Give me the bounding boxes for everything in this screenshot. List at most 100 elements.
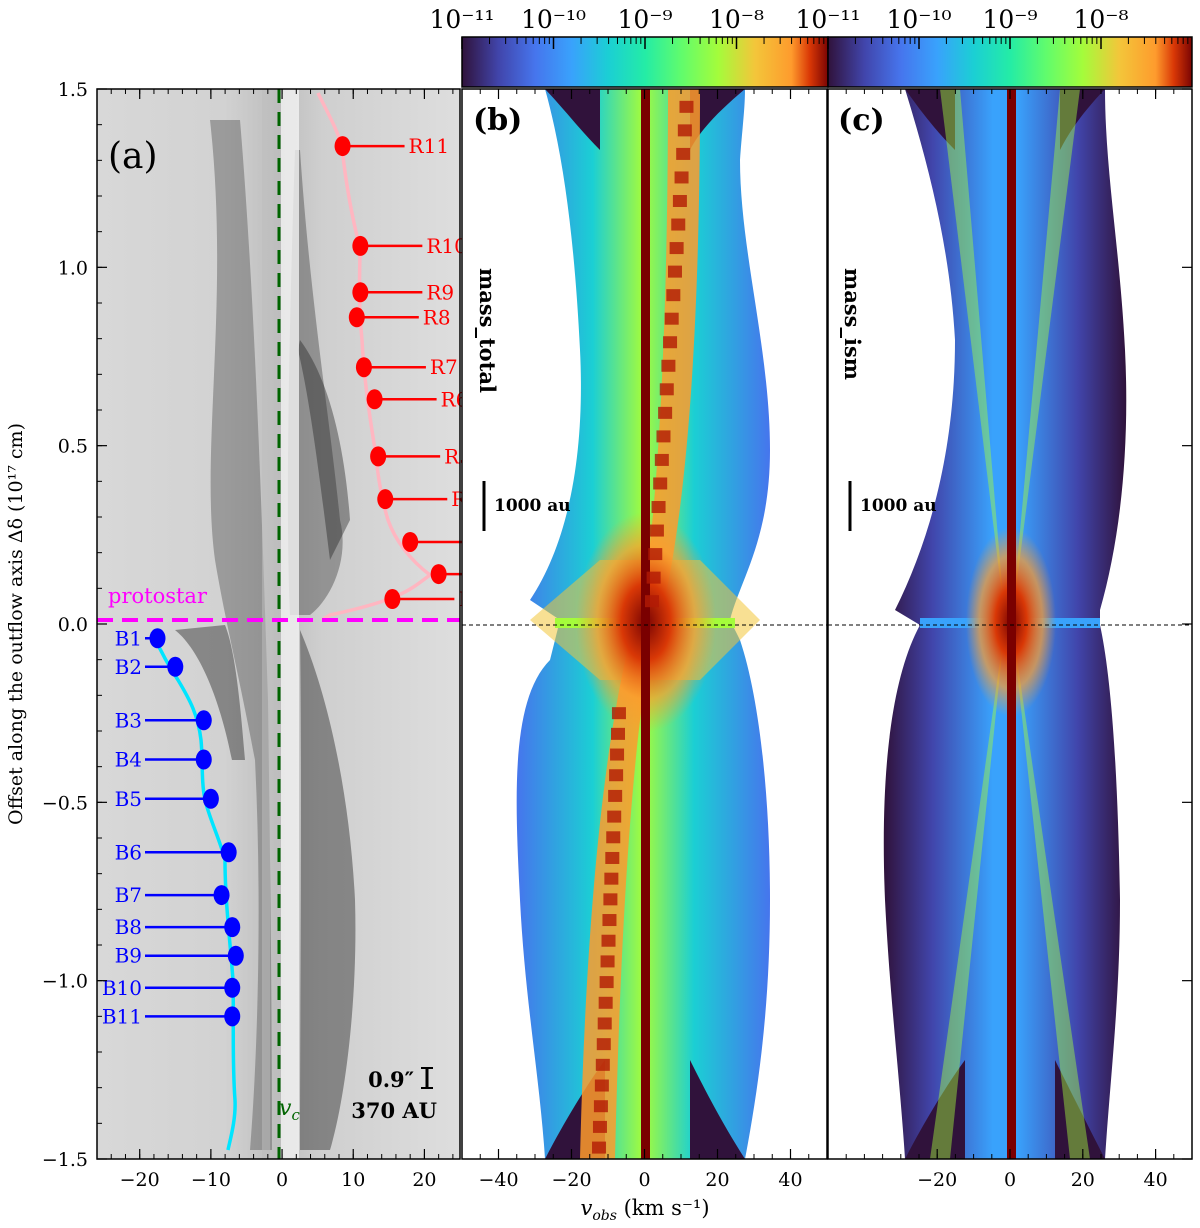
x-tick-label: −40: [478, 1169, 518, 1191]
panel-b-label: (b): [473, 103, 522, 138]
jet-knot-blob: [679, 100, 694, 113]
red-knot-label: R11: [409, 134, 450, 158]
y-tick-label: 0.0: [58, 614, 88, 636]
x-tick-label: 0: [276, 1169, 288, 1191]
jet-knot-blob: [666, 289, 681, 302]
blue-knot-marker: [195, 749, 212, 770]
jet-knot-blob: [611, 707, 626, 720]
jet-knot-blob: [601, 934, 616, 947]
jet-knot-blob: [600, 955, 615, 968]
blue-knot-label: B9: [115, 944, 142, 968]
jet-knot-blob: [672, 194, 687, 207]
colorbar-tick-label: 10⁻¹¹: [429, 5, 494, 34]
colorbar-tick-label: 10⁻¹⁰: [886, 5, 951, 34]
blue-knot-label: B11: [102, 1004, 142, 1028]
jet-knot-blob: [605, 851, 620, 864]
panel-c-side-label: mass_ism: [840, 268, 865, 380]
jet-knot-blob: [656, 430, 671, 443]
blue-knot-label: B4: [115, 748, 142, 772]
panel-c-label: (c): [838, 103, 885, 138]
red-knot-marker: [355, 357, 372, 378]
jet-knot-blob: [653, 477, 668, 490]
x-tick-label: 0: [638, 1169, 650, 1191]
blue-knot-marker: [224, 977, 241, 998]
jet-knot-blob: [669, 242, 684, 255]
red-knot-marker: [352, 235, 369, 256]
x-tick-label: 20: [705, 1169, 729, 1191]
jet-knot-blob: [663, 336, 678, 349]
blue-knot-label: B3: [115, 708, 142, 732]
jet-knot-blob: [604, 872, 619, 885]
scalebar-b-label: 1000 au: [494, 496, 571, 516]
jet-knot-blob: [644, 595, 659, 608]
blue-knot-marker: [149, 628, 166, 649]
y-tick-label: 1.5: [58, 79, 88, 101]
jet-knot-blob: [602, 914, 617, 927]
jet-knot-blob: [596, 1038, 611, 1051]
jet-knot-blob: [676, 147, 691, 160]
y-tick-label: 1.0: [58, 257, 88, 279]
x-tick-label: 0: [1004, 1169, 1016, 1191]
pv-emission-a: [175, 89, 356, 1159]
red-knot-marker: [348, 307, 365, 328]
red-knot-label: R10: [426, 234, 467, 258]
jet-knot-blob: [664, 312, 679, 325]
jet-knot-blob: [661, 359, 676, 372]
model-map-c: [883, 89, 1127, 1159]
jet-knot-blob: [658, 406, 673, 419]
red-knot-marker: [366, 389, 383, 410]
scalebar-c-label: 1000 au: [860, 496, 937, 516]
red-knot-marker: [377, 489, 394, 510]
scalebar-a-bottom: 370 AU: [351, 1098, 437, 1123]
blue-knot-marker: [202, 788, 219, 809]
colorbar-tick-label: 10⁻¹¹: [795, 5, 860, 34]
red-knot-label: R7: [430, 355, 458, 379]
red-knot-marker: [384, 589, 401, 610]
jet-knot-blob: [609, 769, 624, 782]
knot-blobs-b: [592, 100, 694, 1154]
y-axis-label: Offset along the outflow axis Δδ (10¹⁷ c…: [5, 423, 27, 825]
blue-knot-label: B6: [115, 840, 142, 864]
jet-knot-blob: [671, 218, 686, 231]
x-tick-label: −10: [191, 1169, 231, 1191]
colorbar-tick-label: 10⁻⁹: [982, 5, 1037, 34]
jet-knot-blob: [677, 124, 692, 137]
x-tick-label: 20: [412, 1169, 436, 1191]
jet-knot-blob: [651, 501, 666, 514]
blue-knot-label: B10: [102, 976, 142, 1000]
jet-knot-blob: [606, 831, 621, 844]
scalebar-a-top: 0.9″: [368, 1067, 414, 1092]
x-tick-label: −20: [551, 1169, 591, 1191]
jet-knot-blob: [608, 789, 623, 802]
y-tick-label: −0.5: [42, 792, 88, 814]
jet-knot-blob: [599, 976, 614, 989]
panel-c: (c) mass_ism 1000 au: [827, 88, 1193, 1160]
jet-knot-blob: [594, 1079, 609, 1092]
blue-knot-label: B5: [115, 787, 142, 811]
vc-label: vc: [279, 1096, 300, 1124]
x-axis-label: vobs (km s⁻¹): [580, 1196, 709, 1224]
blue-knot-marker: [220, 842, 237, 863]
x-tick-label: 40: [778, 1169, 802, 1191]
blue-knot-label: B2: [115, 655, 142, 679]
red-knot-marker: [402, 531, 419, 552]
colorbar-tick-label: 10⁻¹⁰: [521, 5, 586, 34]
x-tick-label: 40: [1144, 1169, 1168, 1191]
red-knot-marker: [430, 564, 447, 585]
colorbar-tick-label: 10⁻⁹: [617, 5, 672, 34]
panel-b-side-label: mass_total: [475, 268, 500, 393]
x-tick-label: −20: [120, 1169, 160, 1191]
colorbar-tick-label: 10⁻⁸: [1073, 5, 1128, 34]
blue-knot-marker: [224, 1006, 241, 1027]
y-tick-label: −1.0: [42, 971, 88, 993]
jet-knot-blob: [674, 171, 689, 184]
blue-knot-marker: [227, 945, 244, 966]
jet-knot-blob: [597, 1017, 612, 1030]
blue-knot-marker: [195, 710, 212, 731]
jet-knot-blob: [603, 893, 618, 906]
colorbar-tick-label: 10⁻⁸: [709, 5, 764, 34]
red-knot-label: R8: [423, 305, 451, 329]
blue-knot-marker: [167, 656, 184, 677]
jet-knot-blob: [611, 727, 626, 740]
red-knot-marker: [334, 136, 351, 157]
